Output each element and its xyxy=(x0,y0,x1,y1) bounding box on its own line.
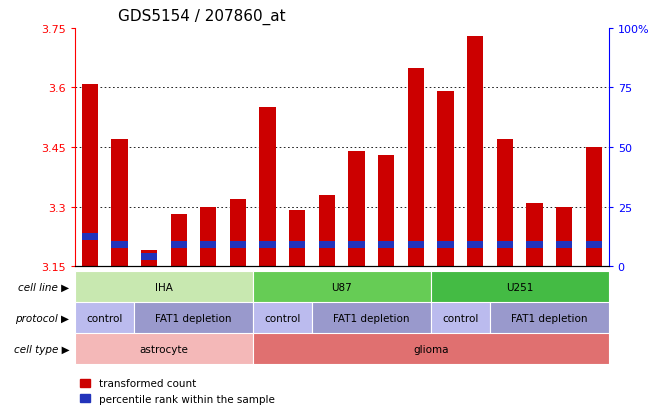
Text: FAT1 depletion: FAT1 depletion xyxy=(333,313,409,323)
Bar xyxy=(260,108,276,266)
Bar xyxy=(230,199,246,266)
Bar xyxy=(171,242,187,249)
Bar xyxy=(408,69,424,266)
Bar xyxy=(378,242,395,249)
Bar xyxy=(586,147,602,266)
Bar xyxy=(527,242,543,249)
Bar xyxy=(289,211,305,266)
Bar xyxy=(75,333,253,364)
Bar xyxy=(81,84,98,266)
Text: IHA: IHA xyxy=(155,282,173,292)
Bar xyxy=(497,140,513,266)
Bar xyxy=(319,242,335,249)
Text: control: control xyxy=(264,313,301,323)
Bar xyxy=(556,242,572,249)
Bar xyxy=(437,242,454,249)
Bar xyxy=(230,242,246,249)
Bar xyxy=(408,242,424,249)
Bar xyxy=(378,156,395,266)
Text: U251: U251 xyxy=(506,282,533,292)
Bar xyxy=(253,302,312,333)
Bar xyxy=(431,271,609,302)
Bar xyxy=(260,242,276,249)
Bar xyxy=(141,253,157,261)
Bar xyxy=(431,302,490,333)
Text: GDS5154 / 207860_at: GDS5154 / 207860_at xyxy=(118,9,285,25)
Text: glioma: glioma xyxy=(413,344,449,354)
Text: FAT1 depletion: FAT1 depletion xyxy=(511,313,588,323)
Bar xyxy=(134,302,253,333)
Text: cell type ▶: cell type ▶ xyxy=(14,344,70,354)
Legend: transformed count, percentile rank within the sample: transformed count, percentile rank withi… xyxy=(80,379,275,404)
Bar xyxy=(289,242,305,249)
Bar xyxy=(437,92,454,266)
Bar xyxy=(348,242,365,249)
Bar xyxy=(171,215,187,266)
Bar xyxy=(253,333,609,364)
Text: protocol ▶: protocol ▶ xyxy=(16,313,70,323)
Bar xyxy=(556,207,572,266)
Bar xyxy=(467,242,484,249)
Bar xyxy=(141,251,157,266)
Bar xyxy=(200,207,217,266)
Bar xyxy=(75,271,253,302)
Text: FAT1 depletion: FAT1 depletion xyxy=(155,313,232,323)
Text: control: control xyxy=(442,313,478,323)
Bar xyxy=(497,242,513,249)
Text: control: control xyxy=(87,313,122,323)
Text: astrocyte: astrocyte xyxy=(139,344,188,354)
Text: cell line ▶: cell line ▶ xyxy=(18,282,70,292)
Bar xyxy=(75,302,134,333)
Bar xyxy=(490,302,609,333)
Bar xyxy=(253,271,431,302)
Bar xyxy=(348,152,365,266)
Bar xyxy=(81,233,98,241)
Bar xyxy=(467,37,484,266)
Bar xyxy=(319,195,335,266)
Bar xyxy=(527,203,543,266)
Bar xyxy=(312,302,431,333)
Bar xyxy=(111,140,128,266)
Bar xyxy=(586,242,602,249)
Bar xyxy=(200,242,217,249)
Text: U87: U87 xyxy=(331,282,352,292)
Bar xyxy=(111,242,128,249)
